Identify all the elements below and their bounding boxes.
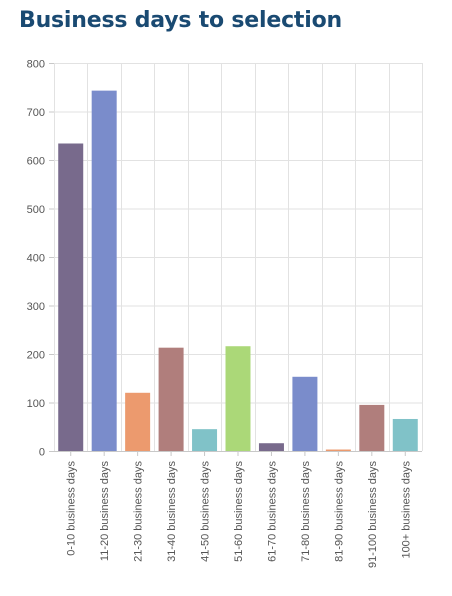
y-tick-label: 500	[27, 204, 45, 216]
x-tick-label: 61-70 business days	[266, 461, 278, 562]
axes	[49, 63, 422, 456]
bar-series	[58, 90, 418, 452]
x-tick-label: 21-30 business days	[133, 461, 145, 562]
y-tick-label: 700	[27, 107, 45, 119]
x-tick-label: 11-20 business days	[99, 461, 111, 562]
x-tick-label: 31-40 business days	[166, 461, 178, 562]
y-tick-label: 300	[27, 301, 45, 313]
x-tick-label: 81-90 business days	[333, 461, 345, 562]
x-tick-label: 0-10 business days	[66, 461, 78, 556]
x-axis-tick-labels: 0-10 business days 11-20 business days 21-…	[66, 461, 413, 569]
y-tick-label: 800	[27, 59, 45, 71]
bar[interactable]	[325, 449, 351, 452]
page-title: Business days to selection	[19, 8, 342, 33]
x-tick-label: 100+ business days	[400, 461, 412, 559]
bar[interactable]	[225, 346, 251, 452]
y-tick-label: 100	[27, 398, 45, 410]
bar[interactable]	[292, 376, 318, 452]
x-tick-label: 91-100 business days	[367, 461, 379, 569]
bar[interactable]	[192, 429, 218, 452]
bar[interactable]	[125, 392, 151, 452]
y-tick-label: 600	[27, 156, 45, 168]
y-tick-label: 0	[39, 447, 45, 459]
bar[interactable]	[58, 143, 84, 452]
x-tick-label: 71-80 business days	[300, 461, 312, 562]
x-tick-label: 41-50 business days	[200, 461, 212, 562]
bar[interactable]	[91, 90, 117, 452]
bar[interactable]	[359, 404, 385, 452]
bar[interactable]	[158, 347, 184, 452]
y-tick-label: 200	[27, 350, 45, 362]
y-tick-label: 400	[27, 253, 45, 265]
bar[interactable]	[392, 418, 418, 452]
x-tick-label: 51-60 business days	[233, 461, 245, 562]
y-axis-tick-labels: 0 100 200 300 400 500 600 700 800	[27, 59, 45, 459]
bar[interactable]	[258, 443, 284, 452]
